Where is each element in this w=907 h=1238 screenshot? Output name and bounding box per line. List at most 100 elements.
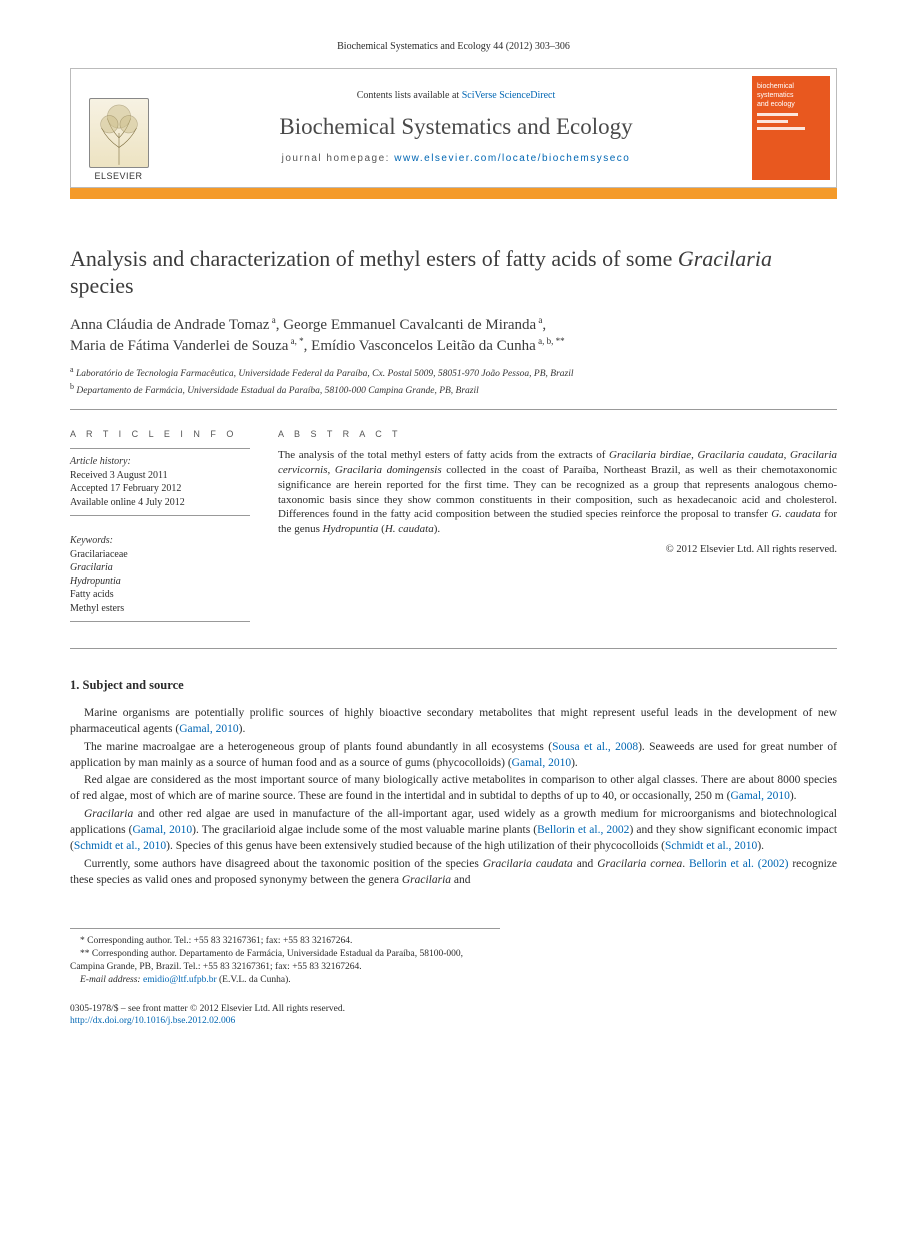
abstract-italic-span: Gracilaria caudata: [697, 449, 783, 461]
citation-link[interactable]: Bellorin et al. (2002): [689, 858, 788, 870]
keywords-block: Keywords: GracilariaceaeGracilariaHydrop…: [70, 528, 250, 622]
page-footer: 0305-1978/$ – see front matter © 2012 El…: [70, 1003, 837, 1029]
body-text-span: ).: [757, 840, 764, 852]
email-label: E-mail address:: [80, 975, 141, 985]
homepage-prefix: journal homepage:: [282, 153, 395, 164]
keyword-item: Gracilariaceae: [70, 548, 250, 562]
keyword-item: Hydropuntia: [70, 575, 250, 589]
abstract-italic-span: Hydropuntia: [323, 523, 379, 535]
history-online: Available online 4 July 2012: [70, 496, 250, 510]
homepage-link[interactable]: www.elsevier.com/locate/biochemsyseco: [394, 153, 630, 164]
rule-above-info: [70, 409, 837, 410]
keyword-item: Methyl esters: [70, 602, 250, 616]
affiliation-b-text: Departamento de Farmácia, Universidade E…: [76, 387, 478, 397]
cover-word-3: and ecology: [757, 100, 825, 109]
section-1-heading: 1. Subject and source: [70, 677, 837, 694]
body-text-span: ).: [239, 723, 246, 735]
author-name: Maria de Fátima Vanderlei de Souza: [70, 338, 288, 354]
author-affiliation-marker: a, b, **: [536, 336, 565, 346]
body-text-span: .: [682, 858, 689, 870]
history-received: Received 3 August 2011: [70, 469, 250, 483]
abstract-italic-span: Gracilaria domingensis: [335, 464, 442, 476]
body-italic-span: Gracilaria cornea: [597, 858, 682, 870]
abstract-text-span: ,: [327, 464, 334, 476]
author-affiliation-marker: a: [536, 315, 542, 325]
footnote-corr-2: ** Corresponding author. Departamento de…: [70, 948, 500, 974]
corresponding-email-link[interactable]: emidio@ltf.ufpb.br: [143, 975, 217, 985]
footnote-email: E-mail address: emidio@ltf.ufpb.br (E.V.…: [70, 974, 500, 987]
author-name: Emídio Vasconcelos Leitão da Cunha: [311, 338, 536, 354]
body-text-span: and: [451, 874, 470, 886]
body-paragraphs: Marine organisms are potentially prolifi…: [70, 706, 837, 888]
publisher-tagline: ELSEVIER: [94, 170, 142, 182]
abstract-italic-span: Gracilaria birdiae: [609, 449, 691, 461]
body-text-span: and: [573, 858, 597, 870]
footnote-corr-1: * Corresponding author. Tel.: +55 83 321…: [70, 935, 500, 948]
history-accepted: Accepted 17 February 2012: [70, 482, 250, 496]
keywords-label: Keywords:: [70, 534, 250, 548]
body-italic-span: Gracilaria: [402, 874, 451, 886]
sciencedirect-link[interactable]: SciVerse ScienceDirect: [462, 90, 556, 101]
cover-word-1: biochemical: [757, 82, 825, 91]
doi-link[interactable]: http://dx.doi.org/10.1016/j.bse.2012.02.…: [70, 1016, 235, 1026]
abstract-column: A B S T R A C T The analysis of the tota…: [278, 428, 837, 634]
abstract-copyright: © 2012 Elsevier Ltd. All rights reserved…: [278, 543, 837, 557]
body-paragraph: Red algae are considered as the most imp…: [70, 773, 837, 805]
abstract-italic-span: H. caudata: [385, 523, 434, 535]
body-text-span: ).: [790, 790, 797, 802]
article-history-block: Article history: Received 3 August 2011 …: [70, 448, 250, 516]
citation-link[interactable]: Gamal, 2010: [133, 824, 193, 836]
author-affiliation-marker: a: [269, 315, 275, 325]
citation-link[interactable]: Bellorin et al., 2002: [537, 824, 629, 836]
title-part-1: Analysis and characterization of methyl …: [70, 246, 678, 271]
contents-available-line: Contents lists available at SciVerse Sci…: [357, 89, 556, 103]
author-name: George Emmanuel Cavalcanti de Miranda: [283, 317, 536, 333]
affiliation-a: a Laboratório de Tecnologia Farmacêutica…: [70, 364, 837, 381]
body-paragraph: Gracilaria and other red algae are used …: [70, 807, 837, 855]
citation-link[interactable]: Gamal, 2010: [512, 757, 571, 769]
abstract-text: The analysis of the total methyl esters …: [278, 448, 837, 537]
affiliation-b: b Departamento de Farmácia, Universidade…: [70, 381, 837, 398]
corresponding-author-footnotes: * Corresponding author. Tel.: +55 83 321…: [70, 928, 500, 986]
keyword-item: Fatty acids: [70, 588, 250, 602]
body-italic-span: Gracilaria caudata: [483, 858, 573, 870]
contents-prefix: Contents lists available at: [357, 90, 462, 101]
body-text-span: ). The gracilarioid algae include some o…: [192, 824, 537, 836]
keywords-list: GracilariaceaeGracilariaHydropuntiaFatty…: [70, 548, 250, 616]
elsevier-tree-icon: [89, 98, 149, 168]
body-text-span: Red algae are considered as the most imp…: [70, 774, 837, 802]
journal-masthead: ELSEVIER Contents lists available at Sci…: [70, 68, 837, 188]
abstract-heading: A B S T R A C T: [278, 428, 837, 440]
masthead-orange-bar: [70, 188, 837, 199]
body-text-span: Currently, some authors have disagreed a…: [84, 858, 483, 870]
body-text-span: ).: [571, 757, 578, 769]
author-affiliation-marker: a, *: [288, 336, 303, 346]
title-italic-genus: Gracilaria: [678, 246, 772, 271]
author-name: Anna Cláudia de Andrade Tomaz: [70, 317, 269, 333]
author-list: Anna Cláudia de Andrade Tomaz a, George …: [70, 314, 837, 357]
citation-link[interactable]: Schmidt et al., 2010: [74, 840, 166, 852]
homepage-line: journal homepage: www.elsevier.com/locat…: [282, 152, 631, 166]
citation-link[interactable]: Gamal, 2010: [730, 790, 789, 802]
body-text-span: ). Species of this genus have been exten…: [166, 840, 665, 852]
citation-link[interactable]: Schmidt et al., 2010: [665, 840, 757, 852]
article-info-heading: A R T I C L E I N F O: [70, 428, 250, 440]
header-page-reference: Biochemical Systematics and Ecology 44 (…: [70, 40, 837, 54]
body-paragraph: The marine macroalgae are a heterogeneou…: [70, 740, 837, 772]
body-italic-span: Gracilaria: [84, 808, 133, 820]
rule-below-abstract: [70, 648, 837, 649]
abstract-text-span: The analysis of the total methyl esters …: [278, 449, 609, 461]
body-paragraph: Marine organisms are potentially prolifi…: [70, 706, 837, 738]
affiliation-a-text: Laboratório de Tecnologia Farmacêutica, …: [76, 369, 574, 379]
article-info-column: A R T I C L E I N F O Article history: R…: [70, 428, 250, 634]
cover-thumbnail-block: biochemical systematics and ecology: [746, 69, 836, 187]
citation-link[interactable]: Sousa et al., 2008: [552, 741, 638, 753]
abstract-text-span: ).: [434, 523, 440, 535]
keyword-item: Gracilaria: [70, 561, 250, 575]
title-part-2: species: [70, 273, 134, 298]
journal-cover-icon: biochemical systematics and ecology: [752, 76, 830, 180]
cover-word-2: systematics: [757, 91, 825, 100]
citation-link[interactable]: Gamal, 2010: [179, 723, 238, 735]
abstract-italic-span: G. caudata: [771, 508, 821, 520]
history-label: Article history:: [70, 455, 250, 469]
